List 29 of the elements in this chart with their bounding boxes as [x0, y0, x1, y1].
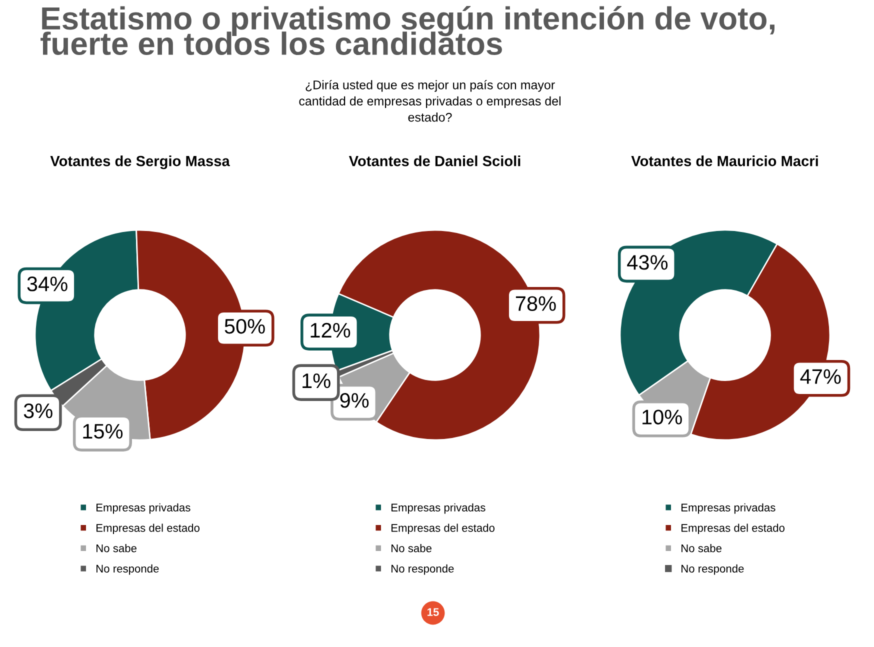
data-label: 10%	[642, 410, 682, 424]
data-label: 9%	[340, 393, 369, 408]
legend-label: No sabe	[392, 544, 432, 552]
chart-title: Votantes de Mauricio Macri	[631, 156, 818, 166]
legend-label: Empresas del estado	[682, 524, 785, 534]
data-label: 50%	[224, 318, 265, 334]
data-label: 15%	[83, 424, 123, 439]
text: 15	[428, 608, 439, 616]
legend-label: Empresas privadas	[392, 503, 486, 514]
text: Estatismo o privatismo según intención de voto, fuerte en todos los candidatos	[40, 6, 774, 56]
legend-label: Empresas privadas	[96, 503, 190, 514]
legend-label: No sabe	[682, 544, 722, 552]
legend-label: Empresas del estado	[96, 524, 200, 534]
legend-label: No responde	[392, 564, 454, 575]
data-label: 12%	[310, 322, 350, 338]
data-label: 3%	[24, 403, 52, 418]
text: ¿Diría usted que es mejor un país con mayor cantidad de empresas privadas o empresas del estado?	[299, 80, 560, 122]
legend-label: Empresas privadas	[682, 503, 776, 514]
legend-label: No sabe	[96, 544, 136, 552]
data-label: 43%	[627, 255, 668, 270]
data-label: 1%	[302, 374, 330, 388]
data-label: 47%	[800, 369, 841, 384]
chart-title: Votantes de Sergio Massa	[50, 156, 230, 170]
legend-label: Empresas del estado	[392, 524, 495, 534]
legend-label: No responde	[96, 564, 159, 575]
data-label: 78%	[516, 296, 556, 311]
data-label: 34%	[27, 276, 68, 292]
legend-label: No responde	[682, 564, 744, 575]
chart-title: Votantes de Daniel Scioli	[348, 156, 520, 166]
